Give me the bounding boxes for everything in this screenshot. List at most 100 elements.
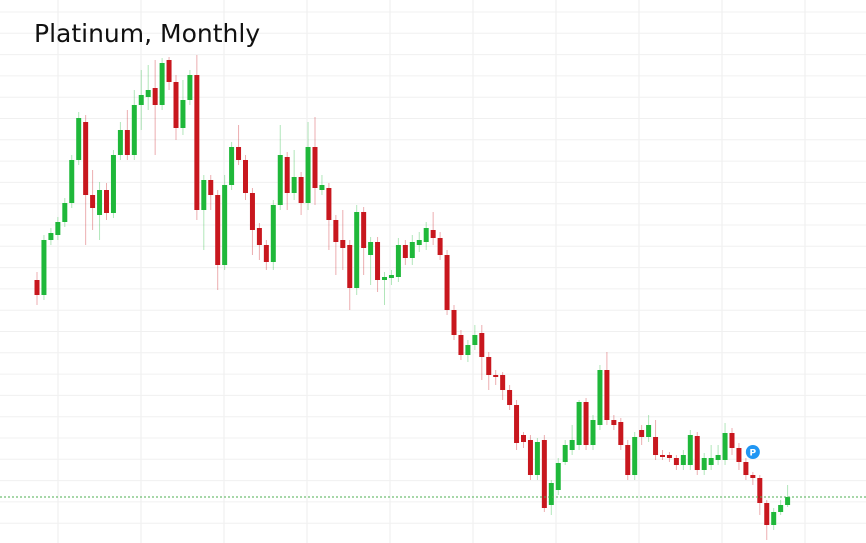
candle-body [104,190,109,213]
candle-body [41,240,47,295]
candle-body [437,238,443,255]
candle-body [694,436,700,470]
candle-body [687,435,693,465]
candle-body [736,448,742,462]
candle-body [757,478,763,503]
candle-body [430,230,436,238]
candle-body [131,105,137,155]
candle-body [76,118,82,160]
candles [34,55,791,540]
candle-body [708,458,714,465]
candle-body [166,60,172,82]
candle-body [375,242,381,280]
candle-body [117,130,123,155]
candle-body [347,245,353,288]
candle-body [90,195,96,208]
candle-body [291,177,297,193]
candle-body [486,357,492,375]
candle-body [673,458,679,465]
candle-body [298,177,304,203]
candle-body [541,440,547,508]
annotation-label: P [750,449,757,459]
candle-body [507,390,513,405]
candle-body [263,245,269,262]
candle-body [548,483,554,505]
candle-body [159,63,165,105]
annotation-badge [745,445,760,459]
candle-body [493,375,499,377]
candle-body [416,240,422,245]
candle-body [222,185,228,265]
candle-body [208,180,214,195]
candle-body [722,433,728,460]
candle-body [55,222,61,235]
candle-body [583,402,589,445]
candle-body [597,370,603,425]
candle-body [590,420,596,445]
candle-body [660,455,665,457]
candle-body [729,433,735,448]
candle-body [256,228,262,245]
candle-body [69,160,75,203]
candle-body [277,155,283,205]
candle-body [618,422,624,445]
candle-body [48,233,54,240]
candle-body [187,75,193,100]
candle-body [465,345,471,355]
candle-body [173,82,179,128]
candle-body [666,455,672,458]
candle-body [124,130,130,155]
candle-body [743,462,749,475]
candle-body [284,157,290,193]
candle-body [576,402,582,445]
candle-body [625,445,631,475]
candle-body [138,95,144,105]
candle-body [771,512,777,525]
candle-body [305,147,311,203]
candle-body [194,75,200,210]
candle-body [110,155,116,213]
candle-body [527,440,533,475]
candle-body [180,100,186,128]
candle-body [152,88,158,105]
candle-body [500,375,506,390]
candle-body [639,430,645,437]
candle-body [201,180,207,210]
candle-body [236,147,242,160]
candle-body [514,405,520,443]
candle-body [388,275,394,278]
candle-body [361,212,367,248]
candle-body [312,147,318,188]
candle-body [34,280,40,295]
candle-body [569,440,575,450]
candle-body [680,455,686,465]
candle-body [750,475,756,478]
candle-body [145,90,151,97]
candle-body [778,505,784,512]
candle-body [62,203,68,222]
candle-body [97,190,103,215]
candle-body [632,437,638,475]
candle-body [534,442,540,475]
candle-body [368,242,374,255]
candle-body [521,435,526,442]
candle-body [83,122,89,195]
candle-body [562,445,568,462]
candle-body [764,503,770,525]
candle-body [395,245,401,277]
candle-body [653,437,659,455]
candle-body [340,240,346,248]
candle-body [555,463,561,490]
candle-body [472,335,478,345]
candle-body [444,255,450,310]
candle-body [249,193,255,230]
candle-body [354,212,360,288]
candle-body [326,188,332,220]
candle-body [270,205,276,262]
candle-body [458,335,464,355]
candle-body [333,220,339,242]
candle-body [243,160,248,193]
candle-body [229,147,235,185]
candle-body [402,245,408,258]
